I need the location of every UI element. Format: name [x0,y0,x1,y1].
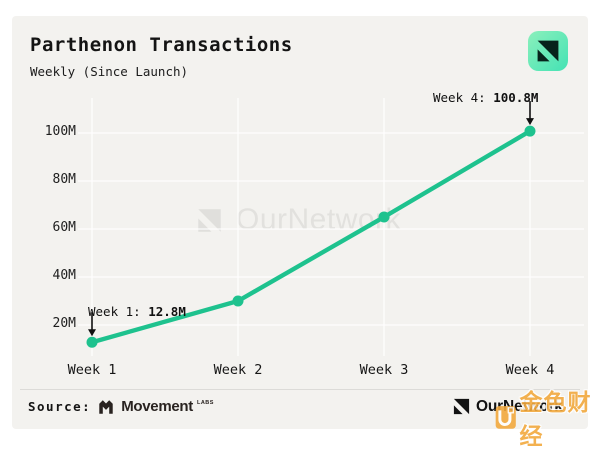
x-axis-tick-label: Week 2 [213,362,263,378]
annotation-week1: Week 1: 12.8M [88,304,186,319]
ournetwork-icon [528,31,568,71]
annotation-week4: Week 4: 100.8M [433,90,538,105]
footer-divider [20,389,580,390]
x-axis-tick-label: Week 3 [359,362,409,378]
jinse-watermark: 金色财经 [494,383,600,451]
x-axis-tick-label: Week 4 [505,362,555,378]
source-label: Source: [28,399,92,414]
y-axis-tick-label: 60M [52,220,76,235]
source-attribution: Source: Movement LABS [28,398,214,415]
source-name: Movement [121,398,193,415]
jinse-watermark-text: 金色财经 [519,389,592,449]
center-watermark: OurNetwork [193,203,401,237]
y-axis-tick-label: 40M [52,268,76,283]
ournetwork-icon [453,398,470,415]
x-axis-tick-label: Week 1 [67,362,117,378]
watermark-text: OurNetwork [236,203,402,236]
movement-icon [99,399,113,414]
annotation-value: 12.8M [148,304,186,320]
annotation-label: Week 4: [433,90,494,106]
chart-page: OurNetwork Parthenon Transactions Weekly… [12,16,591,449]
page-subtitle: Weekly (Since Launch) [30,64,189,79]
jinse-icon [495,406,516,429]
y-axis-tick-label: 80M [52,172,76,187]
annotation-value: 100.8M [493,90,539,106]
ournetwork-icon [198,208,221,232]
page-title: Parthenon Transactions [30,34,293,56]
y-axis-tick-label: 100M [44,124,76,139]
y-axis-tick-label: 20M [52,316,76,331]
source-suffix: LABS [196,400,214,406]
annotation-label: Week 1: [88,304,149,320]
